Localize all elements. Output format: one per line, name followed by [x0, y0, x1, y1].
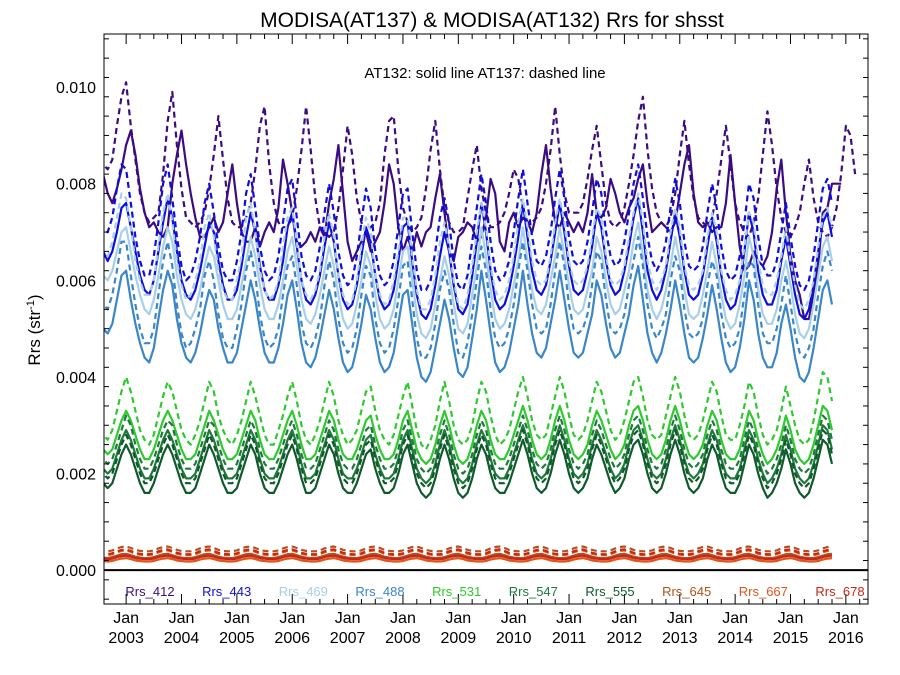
x-tick-label-month: Jan	[224, 610, 250, 627]
series-line-rrs-555-dashed	[104, 429, 834, 490]
x-tick-label-month: Jan	[445, 610, 471, 627]
y-axis-label-superscript: -1	[25, 300, 37, 310]
legend-item-rrs-678: Rrs_678	[815, 584, 864, 599]
series-line-rrs-531-dashed	[104, 371, 834, 451]
y-tick-label: 0.004	[56, 370, 96, 387]
x-tick-label-year: 2006	[274, 630, 310, 647]
series-line-rrs-555-solid	[104, 438, 834, 499]
legend: Rrs_412 Rrs_443 Rrs_469 Rrs_488 Rrs_531 Rrs_5…	[125, 584, 864, 599]
series-line-rrs-667-solid	[104, 557, 833, 563]
ticks-layer	[104, 34, 868, 604]
series-line-rrs-469-solid	[104, 221, 834, 340]
x-tick-label-year: 2008	[385, 630, 421, 647]
series-line-rrs-469-dashed	[104, 192, 834, 311]
y-tick-label: 0.010	[56, 80, 96, 97]
chart-title: MODISA(AT137) & MODISA(AT132) Rrs for sh…	[260, 9, 724, 32]
x-tick-label-month: Jan	[279, 610, 305, 627]
series-line-rrs-547-dashed	[104, 414, 834, 475]
x-tick-label-year: 2016	[828, 630, 864, 647]
legend-item-rrs-443: Rrs_443	[202, 584, 251, 599]
series-line-rrs-412-solid	[104, 129, 842, 321]
x-tick-label-month: Jan	[722, 610, 748, 627]
legend-item-rrs-469: Rrs_469	[279, 584, 328, 599]
x-tick-label-year: 2003	[108, 630, 144, 647]
x-tick-label-month: Jan	[169, 610, 195, 627]
plot-area	[103, 33, 869, 605]
x-tick-labels: Jan 2003 Jan 2004 Jan 2005 Jan 2006 Jan 2007 Jan 20…	[108, 610, 863, 647]
series-line-rrs-531-solid	[104, 404, 834, 465]
y-tick-label: 0.002	[56, 467, 96, 484]
x-tick-label-year: 2010	[496, 630, 532, 647]
x-tick-label-month: Jan	[501, 610, 527, 627]
series-line-rrs-547-solid	[104, 424, 834, 485]
legend-item-rrs-555: Rrs_555	[585, 584, 634, 599]
x-tick-label-year: 2007	[330, 630, 366, 647]
legend-item-rrs-667: Rrs_667	[739, 584, 788, 599]
series-layer	[104, 81, 857, 563]
x-tick-label-month: Jan	[612, 610, 638, 627]
x-tick-label-year: 2012	[607, 630, 643, 647]
series-line-rrs-645-dashed	[104, 544, 833, 553]
legend-item-rrs-645: Rrs_645	[662, 584, 711, 599]
series-line-rrs-678-dashed	[104, 547, 833, 556]
x-tick-label-year: 2009	[441, 630, 477, 647]
x-tick-label-month: Jan	[667, 610, 693, 627]
x-tick-label-year: 2015	[773, 630, 809, 647]
annotation-line-styles: AT132: solid line AT137: dashed line	[364, 65, 605, 82]
series-line-rrs-645-solid	[104, 552, 833, 560]
y-axis-label-close: )	[25, 294, 44, 300]
series-line-rrs-488-dashed	[104, 235, 834, 359]
legend-item-rrs-488: Rrs_488	[355, 584, 404, 599]
y-axis-label-main: Rrs (str	[25, 310, 44, 366]
y-tick-label: 0.006	[56, 273, 96, 290]
series-line-rrs-443-solid	[104, 197, 834, 321]
x-tick-label-month: Jan	[556, 610, 582, 627]
x-tick-label-month: Jan	[113, 610, 139, 627]
series-line-rrs-443-dashed	[104, 163, 834, 292]
x-tick-label-year: 2014	[717, 630, 753, 647]
x-tick-label-month: Jan	[390, 610, 416, 627]
y-axis-label: Rrs (str-1)	[25, 294, 44, 365]
legend-item-rrs-531: Rrs_531	[432, 584, 481, 599]
y-tick-label: 0.008	[56, 177, 96, 194]
x-tick-label-month: Jan	[778, 610, 804, 627]
y-tick-label: 0.000	[56, 563, 96, 580]
series-line-rrs-488-solid	[104, 264, 834, 383]
x-tick-label-year: 2013	[662, 630, 698, 647]
series-line-rrs-678-solid	[104, 554, 833, 561]
x-tick-label-year: 2004	[164, 630, 200, 647]
x-tick-label-year: 2011	[552, 630, 587, 647]
legend-item-rrs-412: Rrs_412	[125, 584, 174, 599]
y-tick-labels: 0.000 0.002 0.004 0.006 0.008 0.010	[56, 80, 96, 580]
legend-item-rrs-547: Rrs_547	[509, 584, 558, 599]
x-tick-label-month: Jan	[833, 610, 859, 627]
x-tick-label-month: Jan	[335, 610, 361, 627]
series-line-rrs-412-dashed	[104, 81, 857, 238]
x-tick-label-year: 2005	[219, 630, 255, 647]
